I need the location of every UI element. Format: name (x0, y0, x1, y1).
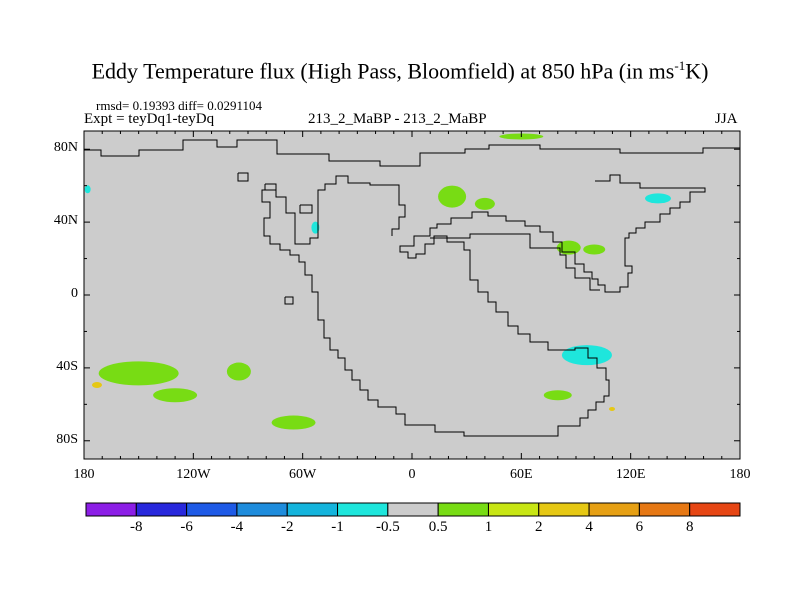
colorbar-label: -8 (130, 519, 143, 535)
colorbar-label: 1 (484, 519, 493, 535)
lat-tick-label: 80N (53, 140, 78, 156)
coastlines (84, 139, 740, 437)
flux-feature-peak (92, 382, 102, 388)
colorbar-swatch (487, 502, 540, 517)
colorbar-swatch (638, 502, 691, 517)
lat-tick-label: 40S (56, 358, 78, 374)
flux-feature (583, 244, 606, 255)
lat-tick-label: 0 (71, 286, 78, 301)
flux-feature (556, 240, 581, 255)
lat-tick-label: 40N (53, 213, 78, 229)
flux-feature (438, 185, 467, 208)
colorbar-swatch (85, 502, 137, 517)
lon-tick-label: 180 (729, 467, 751, 482)
flux-feature (84, 185, 91, 194)
colorbar-label: 6 (635, 519, 644, 535)
experiment-label: Expt = teyDq1-teyDq (84, 111, 215, 127)
colorbar-swatch (286, 502, 339, 517)
flux-feature (98, 361, 179, 386)
colorbar-swatch (387, 502, 439, 517)
lon-tick-label: 180 (73, 467, 95, 482)
colorbar-swatch (689, 502, 741, 517)
flux-feature (271, 415, 316, 430)
colorbar-swatch (337, 502, 389, 517)
flux-feature-peak (609, 407, 615, 411)
flux-feature (645, 193, 671, 204)
colorbar (85, 502, 741, 517)
colorbar-swatch (186, 502, 238, 517)
colorbar-swatch (437, 502, 489, 517)
plot-title: Eddy Temperature flux (High Pass, Bloomf… (91, 58, 709, 84)
colorbar-label: 4 (585, 519, 593, 535)
lon-tick-label: 120E (615, 467, 646, 482)
lon-tick-label: 120W (176, 467, 211, 482)
flux-feature (226, 362, 251, 381)
colorbar-label: 2 (535, 519, 543, 535)
colorbar-label: -0.5 (375, 519, 400, 535)
map-background (84, 131, 740, 459)
lon-tick-label: 60E (510, 467, 533, 482)
season-label: JJA (715, 111, 738, 127)
flux-feature (311, 221, 320, 234)
colorbar-swatch (135, 502, 188, 517)
flux-feature (474, 197, 495, 210)
colorbar-label: -2 (280, 519, 294, 535)
flux-feature (543, 390, 572, 401)
colorbar-label: 0.5 (428, 519, 448, 535)
colorbar-swatch (538, 502, 590, 517)
colorbar-label: -6 (180, 519, 193, 535)
colorbar-label: 8 (685, 519, 694, 535)
axis-ticks (83, 131, 741, 459)
colorbar-swatch (236, 502, 288, 517)
colorbar-label: -1 (331, 519, 344, 535)
lat-tick-label: 80S (56, 431, 78, 447)
case-label: 213_2_MaBP - 213_2_MaBP (308, 111, 487, 127)
colorbar-swatch (588, 502, 640, 517)
colorbar-label: -4 (230, 519, 244, 535)
lon-tick-label: 0 (408, 467, 416, 482)
stats-label: rmsd= 0.19393 diff= 0.0291104 (96, 98, 262, 113)
lon-tick-label: 60W (289, 467, 317, 482)
flux-feature (153, 388, 198, 403)
